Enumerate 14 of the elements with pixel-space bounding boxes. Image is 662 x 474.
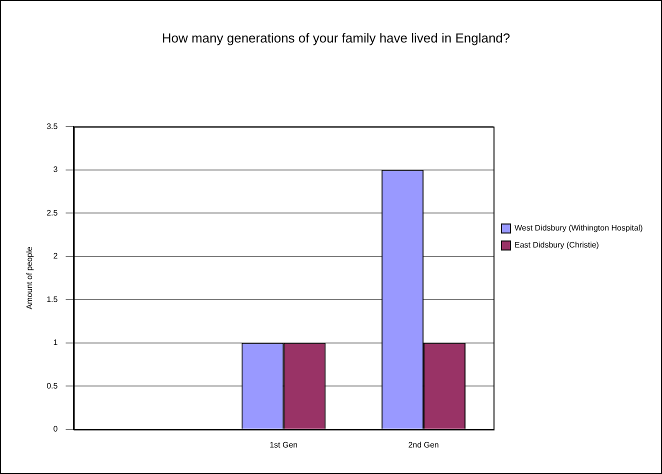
y-tick-label: 0	[53, 424, 58, 434]
y-tick-label: 2.5	[46, 208, 58, 218]
y-tick-label: 3.5	[46, 122, 58, 131]
y-tick-label: 0.5	[46, 381, 58, 390]
y-axis-title: Amount of people	[25, 246, 34, 310]
y-tick-label: 1.5	[46, 294, 58, 304]
y-tick-label: 1	[53, 338, 58, 348]
y-tick-label: 3	[53, 165, 58, 174]
legend-label: West Didsbury (Withington Hospital)	[514, 224, 644, 233]
x-tick-label: 2nd Gen	[408, 440, 439, 450]
y-tick-label: 2	[53, 252, 58, 261]
chart-title: How many generations of your family have lived in England?	[162, 30, 510, 46]
legend-label: East Didsbury (Christie)	[514, 240, 600, 250]
x-tick-label: 1st Gen	[270, 440, 298, 450]
